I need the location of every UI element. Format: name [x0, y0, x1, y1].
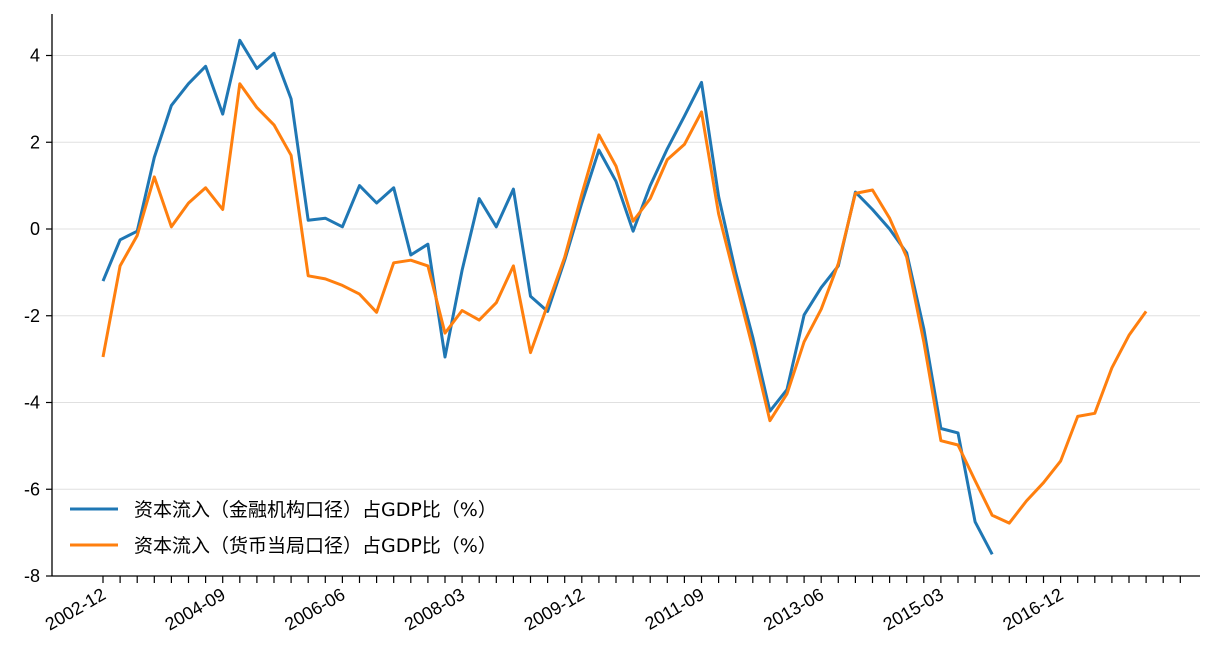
y-tick-label: -2 — [24, 306, 40, 326]
y-tick-label: 4 — [30, 46, 40, 66]
legend-label-2: 资本流入（货币当局口径）占GDP比（%） — [134, 535, 497, 557]
x-tick-label: 2016-12 — [999, 584, 1066, 634]
y-tick-label: -8 — [24, 566, 40, 586]
x-tick-label: 2002-12 — [42, 584, 109, 634]
x-tick-label: 2006-06 — [281, 584, 348, 634]
x-tick-label: 2009-12 — [521, 584, 588, 634]
x-tick-label: 2015-03 — [880, 584, 947, 634]
y-tick-label: 0 — [30, 219, 40, 239]
legend: 资本流入（金融机构口径）占GDP比（%） 资本流入（货币当局口径）占GDP比（%） — [70, 499, 497, 557]
y-tick-label: -6 — [24, 479, 40, 499]
x-tick-label: 2013-06 — [760, 584, 827, 634]
series-line-2 — [101, 82, 1148, 525]
x-tick-label: 2004-09 — [161, 584, 228, 634]
x-tick-label: 2011-09 — [641, 584, 707, 634]
x-tick-label: 2008-03 — [401, 584, 468, 634]
y-tick-label: -4 — [24, 393, 40, 413]
legend-label-1: 资本流入（金融机构口径）占GDP比（%） — [134, 499, 497, 521]
gridlines — [52, 55, 1200, 577]
y-tick-label: 2 — [30, 132, 40, 152]
series-lines — [101, 38, 1148, 555]
